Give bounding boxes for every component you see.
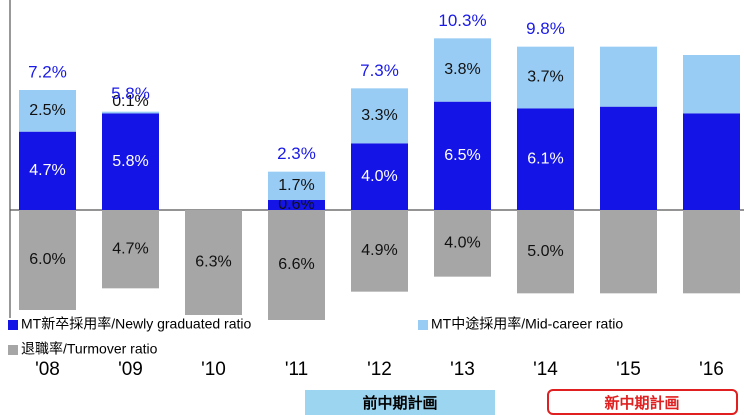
data-label: 3.3% [361,107,397,124]
x-tick-label: '14 [533,359,558,380]
x-tick-label: '09 [118,359,143,380]
bar-segment [600,106,657,210]
total-label: 5.8% [111,84,150,103]
x-tick-label: '08 [35,359,60,380]
x-tick-label: '13 [450,359,475,380]
bar-segment [185,210,242,315]
bar-segment [434,38,491,102]
data-label: 5.8% [112,153,148,170]
x-tick-label: '10 [201,359,226,380]
legend-swatch [8,345,18,355]
bar-segment [517,46,574,109]
x-tick-label: '11 [285,359,308,380]
bar-segment [351,210,408,292]
bar-segment [351,143,408,210]
data-label: 4.9% [361,242,397,259]
bar-segment [434,101,491,210]
bar-segment [517,108,574,210]
bar-segment [268,171,325,200]
total-label: 7.3% [360,61,399,80]
bar-segment [268,200,325,210]
bar-segment [434,210,491,277]
bar-segment [19,210,76,310]
x-tick-label: '16 [699,359,724,380]
data-label: 4.7% [29,162,65,179]
bar-segment [102,210,159,289]
bar-segment [517,210,574,294]
bar-segment [683,55,740,114]
legend-swatch [8,320,18,330]
x-tick-label: '12 [367,359,392,380]
legend-label: MT新卒採用率/Newly graduated ratio [21,316,252,332]
legend-label: 退職率/Turmover ratio [21,341,158,357]
data-label: 3.8% [444,61,480,78]
bar-segment [351,88,408,144]
bar-segment [600,210,657,294]
data-label: 6.5% [444,147,480,164]
period-box [305,390,495,415]
bar-segment [268,210,325,320]
data-label: 3.7% [527,69,563,86]
bar-segment [683,113,740,210]
data-label: 6.0% [29,251,65,268]
data-label: 1.7% [278,177,314,194]
total-label: 7.2% [28,62,67,81]
data-label: 2.5% [29,102,65,119]
x-tick-label: '15 [616,359,641,380]
total-label: 2.3% [277,144,316,163]
bar-segment [683,210,740,294]
data-label: 4.0% [361,168,397,185]
period-label: 新中期計画 [604,394,679,412]
bar-segment [102,113,159,210]
data-label: 4.0% [444,235,480,252]
total-label: 10.3% [438,11,486,30]
legend-swatch [418,320,428,330]
data-label: 6.3% [195,254,231,271]
bar-segment [19,131,76,210]
total-label: 9.8% [526,19,565,38]
bar-segment [19,90,76,132]
data-label: 4.7% [112,240,148,257]
data-label: 6.6% [278,256,314,273]
period-box [547,389,738,415]
bar-segment [102,111,159,114]
bar-segment [600,46,657,107]
data-label: 0.6% [278,196,314,213]
data-label: 5.0% [527,243,563,260]
legend-label: MT中途採用率/Mid-career ratio [431,316,623,332]
period-label: 前中期計画 [362,394,437,412]
data-label: 0.1% [112,93,148,110]
data-label: 6.1% [527,150,563,167]
